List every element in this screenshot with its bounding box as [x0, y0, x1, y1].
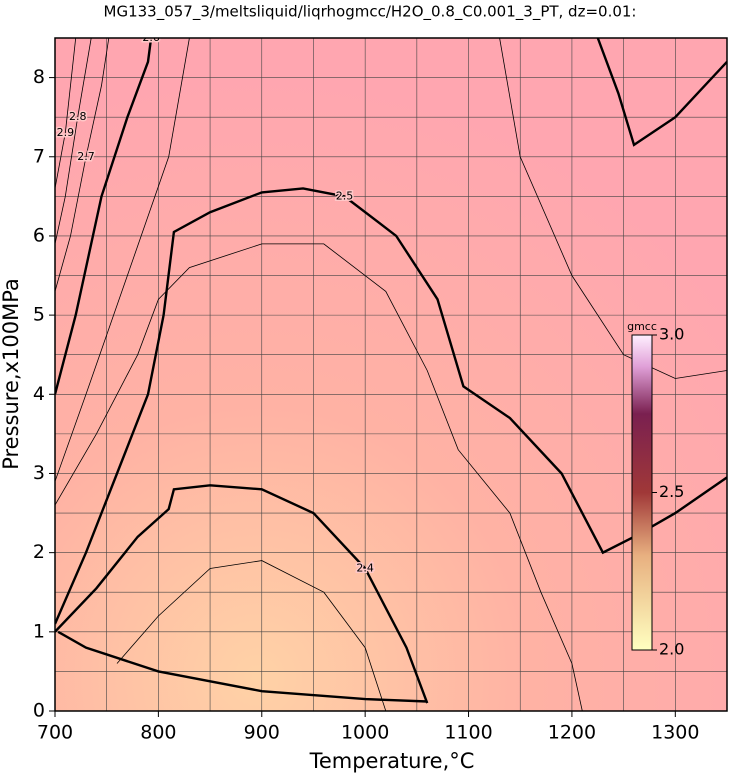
- x-tick-label: 800: [140, 722, 176, 744]
- contour-line: [55, 187, 727, 625]
- contour-line: [55, 38, 110, 292]
- contour-line: [55, 38, 92, 244]
- contour-label: 2.8: [69, 110, 87, 123]
- colorbar-label: gmcc: [627, 320, 657, 333]
- y-tick-label: 5: [33, 304, 45, 326]
- x-tick-label: 900: [244, 722, 280, 744]
- plot-frame: [54, 37, 728, 712]
- contour-line: [55, 243, 583, 711]
- contour-line: [55, 38, 727, 395]
- y-tick-label: 3: [33, 462, 45, 484]
- contour-label: 2.4: [356, 561, 374, 574]
- x-tick-label: 1200: [548, 722, 596, 744]
- contour-line: [116, 560, 387, 711]
- colorbar-tick-label: 2.0: [659, 640, 684, 659]
- x-tick-label: 1000: [341, 722, 389, 744]
- y-tick-label: 6: [33, 224, 45, 246]
- y-tick-label: 7: [33, 145, 45, 167]
- y-tick-label: 2: [33, 541, 45, 563]
- y-axis-label: Pressure,x100MPa: [0, 278, 23, 470]
- colorbar-tick-label: 2.5: [659, 482, 684, 501]
- contour-label: 2.6: [142, 31, 160, 44]
- contour-label: 2.9: [57, 126, 75, 139]
- contour-label: 2.7: [77, 150, 95, 163]
- contour-line: [55, 38, 77, 189]
- chart-title: MG133_057_3/meltsliquid/liqrhogmcc/H2O_0…: [104, 3, 637, 22]
- grid: [55, 38, 727, 711]
- contour-label: 2.5: [336, 189, 354, 202]
- y-tick-label: 4: [33, 383, 45, 405]
- x-tick-label: 1100: [444, 722, 492, 744]
- y-tick-label: 0: [33, 700, 45, 722]
- x-axis-label: Temperature,°C: [309, 749, 475, 773]
- contour-line: [55, 484, 429, 704]
- contour-line: [55, 38, 727, 482]
- colorbar: [631, 334, 653, 651]
- axes: 700 800 900 1000 1100 1200 1300 0 1 2 3 4 5 6 7 8 gmcc 2.…: [33, 37, 728, 744]
- x-tick-label: 700: [37, 722, 73, 744]
- contours: 2.4 2.5 2.6 2.7 2.8 2.9: [55, 31, 727, 711]
- y-tick-label: 1: [33, 620, 45, 642]
- plot-background: [55, 38, 727, 711]
- x-tick-label: 1300: [651, 722, 699, 744]
- y-tick-label: 8: [33, 66, 45, 88]
- colorbar-tick-label: 3.0: [659, 325, 684, 344]
